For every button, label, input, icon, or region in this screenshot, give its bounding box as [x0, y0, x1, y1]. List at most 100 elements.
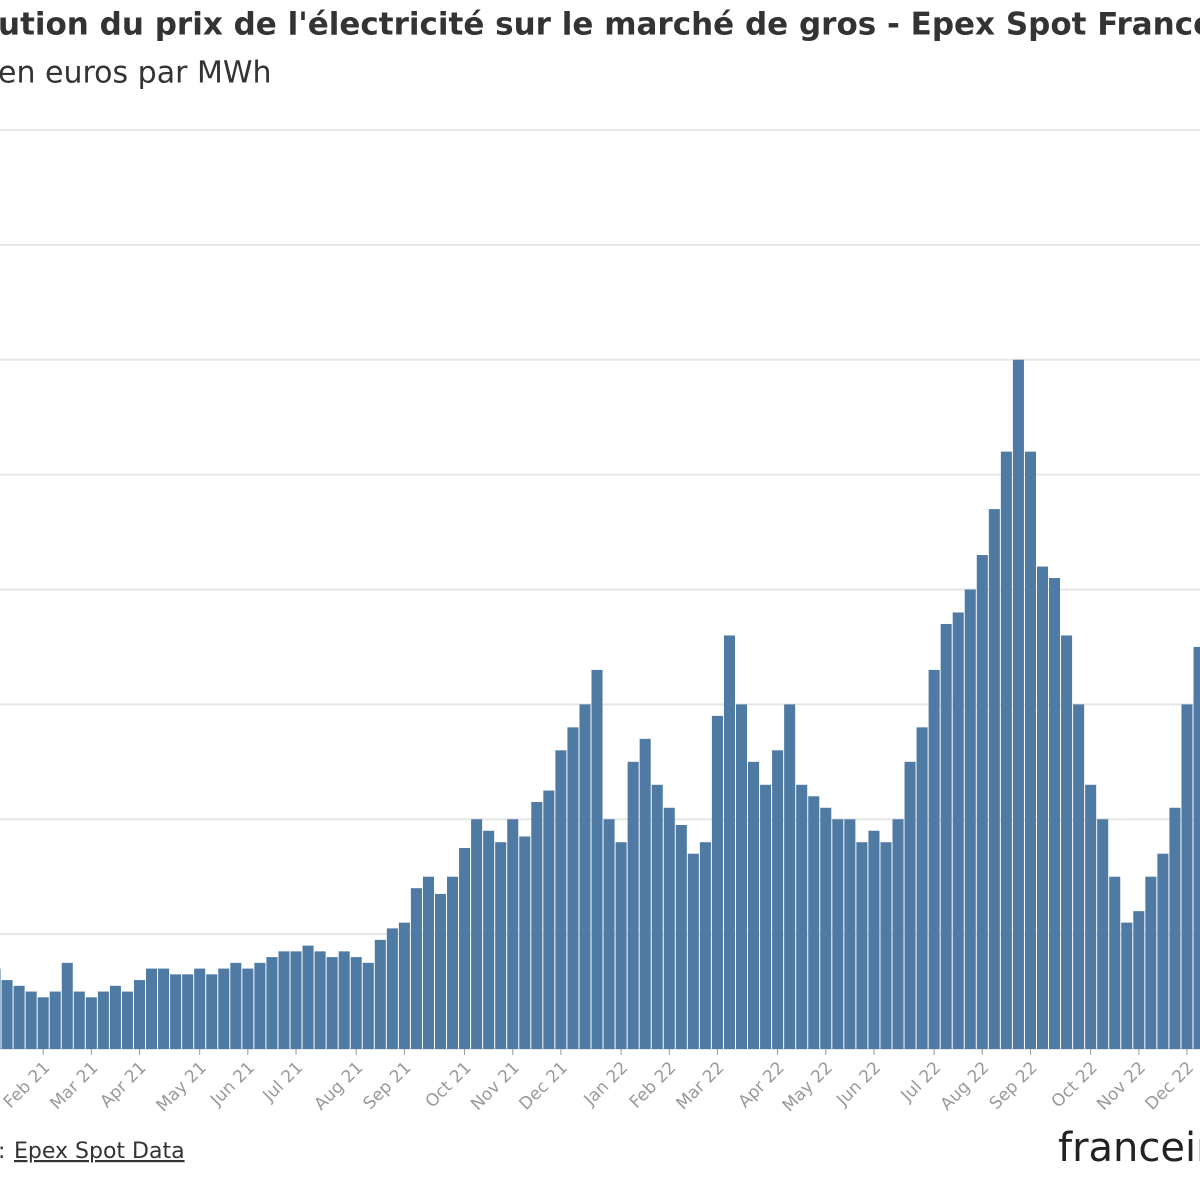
bar — [639, 738, 651, 1049]
x-tick-label: Jul 21 — [259, 1058, 307, 1106]
bar — [350, 957, 362, 1049]
source-prefix: : — [0, 1139, 5, 1164]
bar — [784, 704, 796, 1049]
bar — [868, 830, 880, 1049]
bar — [1193, 646, 1200, 1049]
bar — [723, 635, 735, 1049]
bar — [1169, 807, 1181, 1049]
x-tick-label: May 21 — [153, 1058, 211, 1116]
bar — [146, 968, 158, 1049]
bar — [735, 704, 748, 1049]
bar — [543, 790, 555, 1049]
bar — [772, 750, 784, 1049]
bar — [748, 761, 760, 1049]
bar — [1181, 704, 1193, 1049]
bar — [711, 715, 723, 1049]
x-tick-label: Nov 22 — [1093, 1058, 1150, 1115]
bar — [422, 876, 434, 1049]
x-tick-label: May 22 — [779, 1058, 837, 1116]
bar — [326, 957, 338, 1049]
bar — [483, 830, 495, 1049]
bar — [964, 589, 976, 1049]
source-link[interactable]: Epex Spot Data — [14, 1139, 185, 1164]
bar — [218, 968, 230, 1049]
bar — [447, 876, 459, 1049]
bar — [663, 807, 675, 1049]
bar — [976, 555, 988, 1049]
bar — [1085, 784, 1097, 1049]
bar — [302, 945, 314, 1049]
x-tick-label: Mar 22 — [673, 1058, 729, 1114]
bar — [952, 612, 964, 1049]
bar — [856, 842, 868, 1049]
bar — [362, 962, 374, 1049]
bar — [85, 997, 97, 1049]
bar — [531, 802, 543, 1049]
x-tick-label: Oct 22 — [1048, 1058, 1102, 1112]
bar — [579, 704, 591, 1049]
x-tick-label: Jun 22 — [832, 1058, 885, 1111]
bar — [170, 974, 182, 1049]
chart-subtitle: en euros par MWh — [0, 56, 272, 91]
x-tick-label: Feb 21 — [0, 1058, 54, 1113]
bar — [1049, 578, 1061, 1049]
bar — [808, 796, 820, 1049]
bar — [13, 985, 25, 1049]
logo: franceinfo — [1058, 1125, 1200, 1171]
bar — [832, 819, 844, 1049]
bar — [1097, 819, 1109, 1049]
bar — [1024, 451, 1036, 1049]
bar — [314, 951, 326, 1049]
bar — [109, 985, 121, 1049]
bar — [603, 819, 615, 1049]
bar — [25, 991, 37, 1049]
bar — [675, 824, 687, 1049]
bar — [796, 784, 808, 1049]
bar — [230, 962, 242, 1049]
bar — [386, 928, 398, 1049]
bar — [37, 997, 49, 1049]
bar — [928, 669, 940, 1049]
bar — [760, 784, 772, 1049]
bar — [844, 819, 856, 1049]
bar — [290, 951, 302, 1049]
bar — [158, 968, 170, 1049]
bar — [97, 991, 109, 1049]
bar — [49, 991, 61, 1049]
bar — [133, 980, 146, 1049]
chart-title: ution du prix de l'électricité sur le ma… — [0, 7, 1200, 43]
bar — [0, 968, 1, 1049]
x-tick-label: Mar 21 — [46, 1058, 102, 1114]
bar — [1133, 911, 1145, 1049]
bar — [904, 761, 916, 1049]
bar — [1121, 922, 1133, 1049]
bar — [627, 761, 639, 1049]
bar — [615, 842, 627, 1049]
bar — [699, 842, 711, 1049]
bar — [820, 807, 832, 1049]
bar — [1145, 876, 1157, 1049]
x-tick-label: Jan 22 — [580, 1058, 633, 1111]
x-tick-label: Aug 21 — [311, 1058, 368, 1115]
x-tick-label: Jun 21 — [206, 1058, 259, 1111]
bar — [1012, 359, 1024, 1049]
bar — [916, 727, 928, 1049]
bar — [206, 974, 218, 1049]
bar — [434, 893, 447, 1049]
x-tick-label: Dec 21 — [515, 1058, 572, 1115]
x-tick-label: Apr 21 — [97, 1058, 151, 1112]
bar — [940, 623, 952, 1049]
bar — [73, 991, 85, 1049]
x-tick-label: Sep 22 — [986, 1058, 1042, 1114]
bar — [61, 962, 73, 1049]
bar — [507, 819, 519, 1049]
x-tick-label: Oct 21 — [422, 1058, 476, 1112]
bar — [1109, 876, 1121, 1049]
bar — [1073, 704, 1085, 1049]
bar — [880, 842, 892, 1049]
bar — [988, 509, 1000, 1049]
bar — [266, 957, 278, 1049]
bar — [1061, 635, 1073, 1049]
bar — [651, 784, 663, 1049]
